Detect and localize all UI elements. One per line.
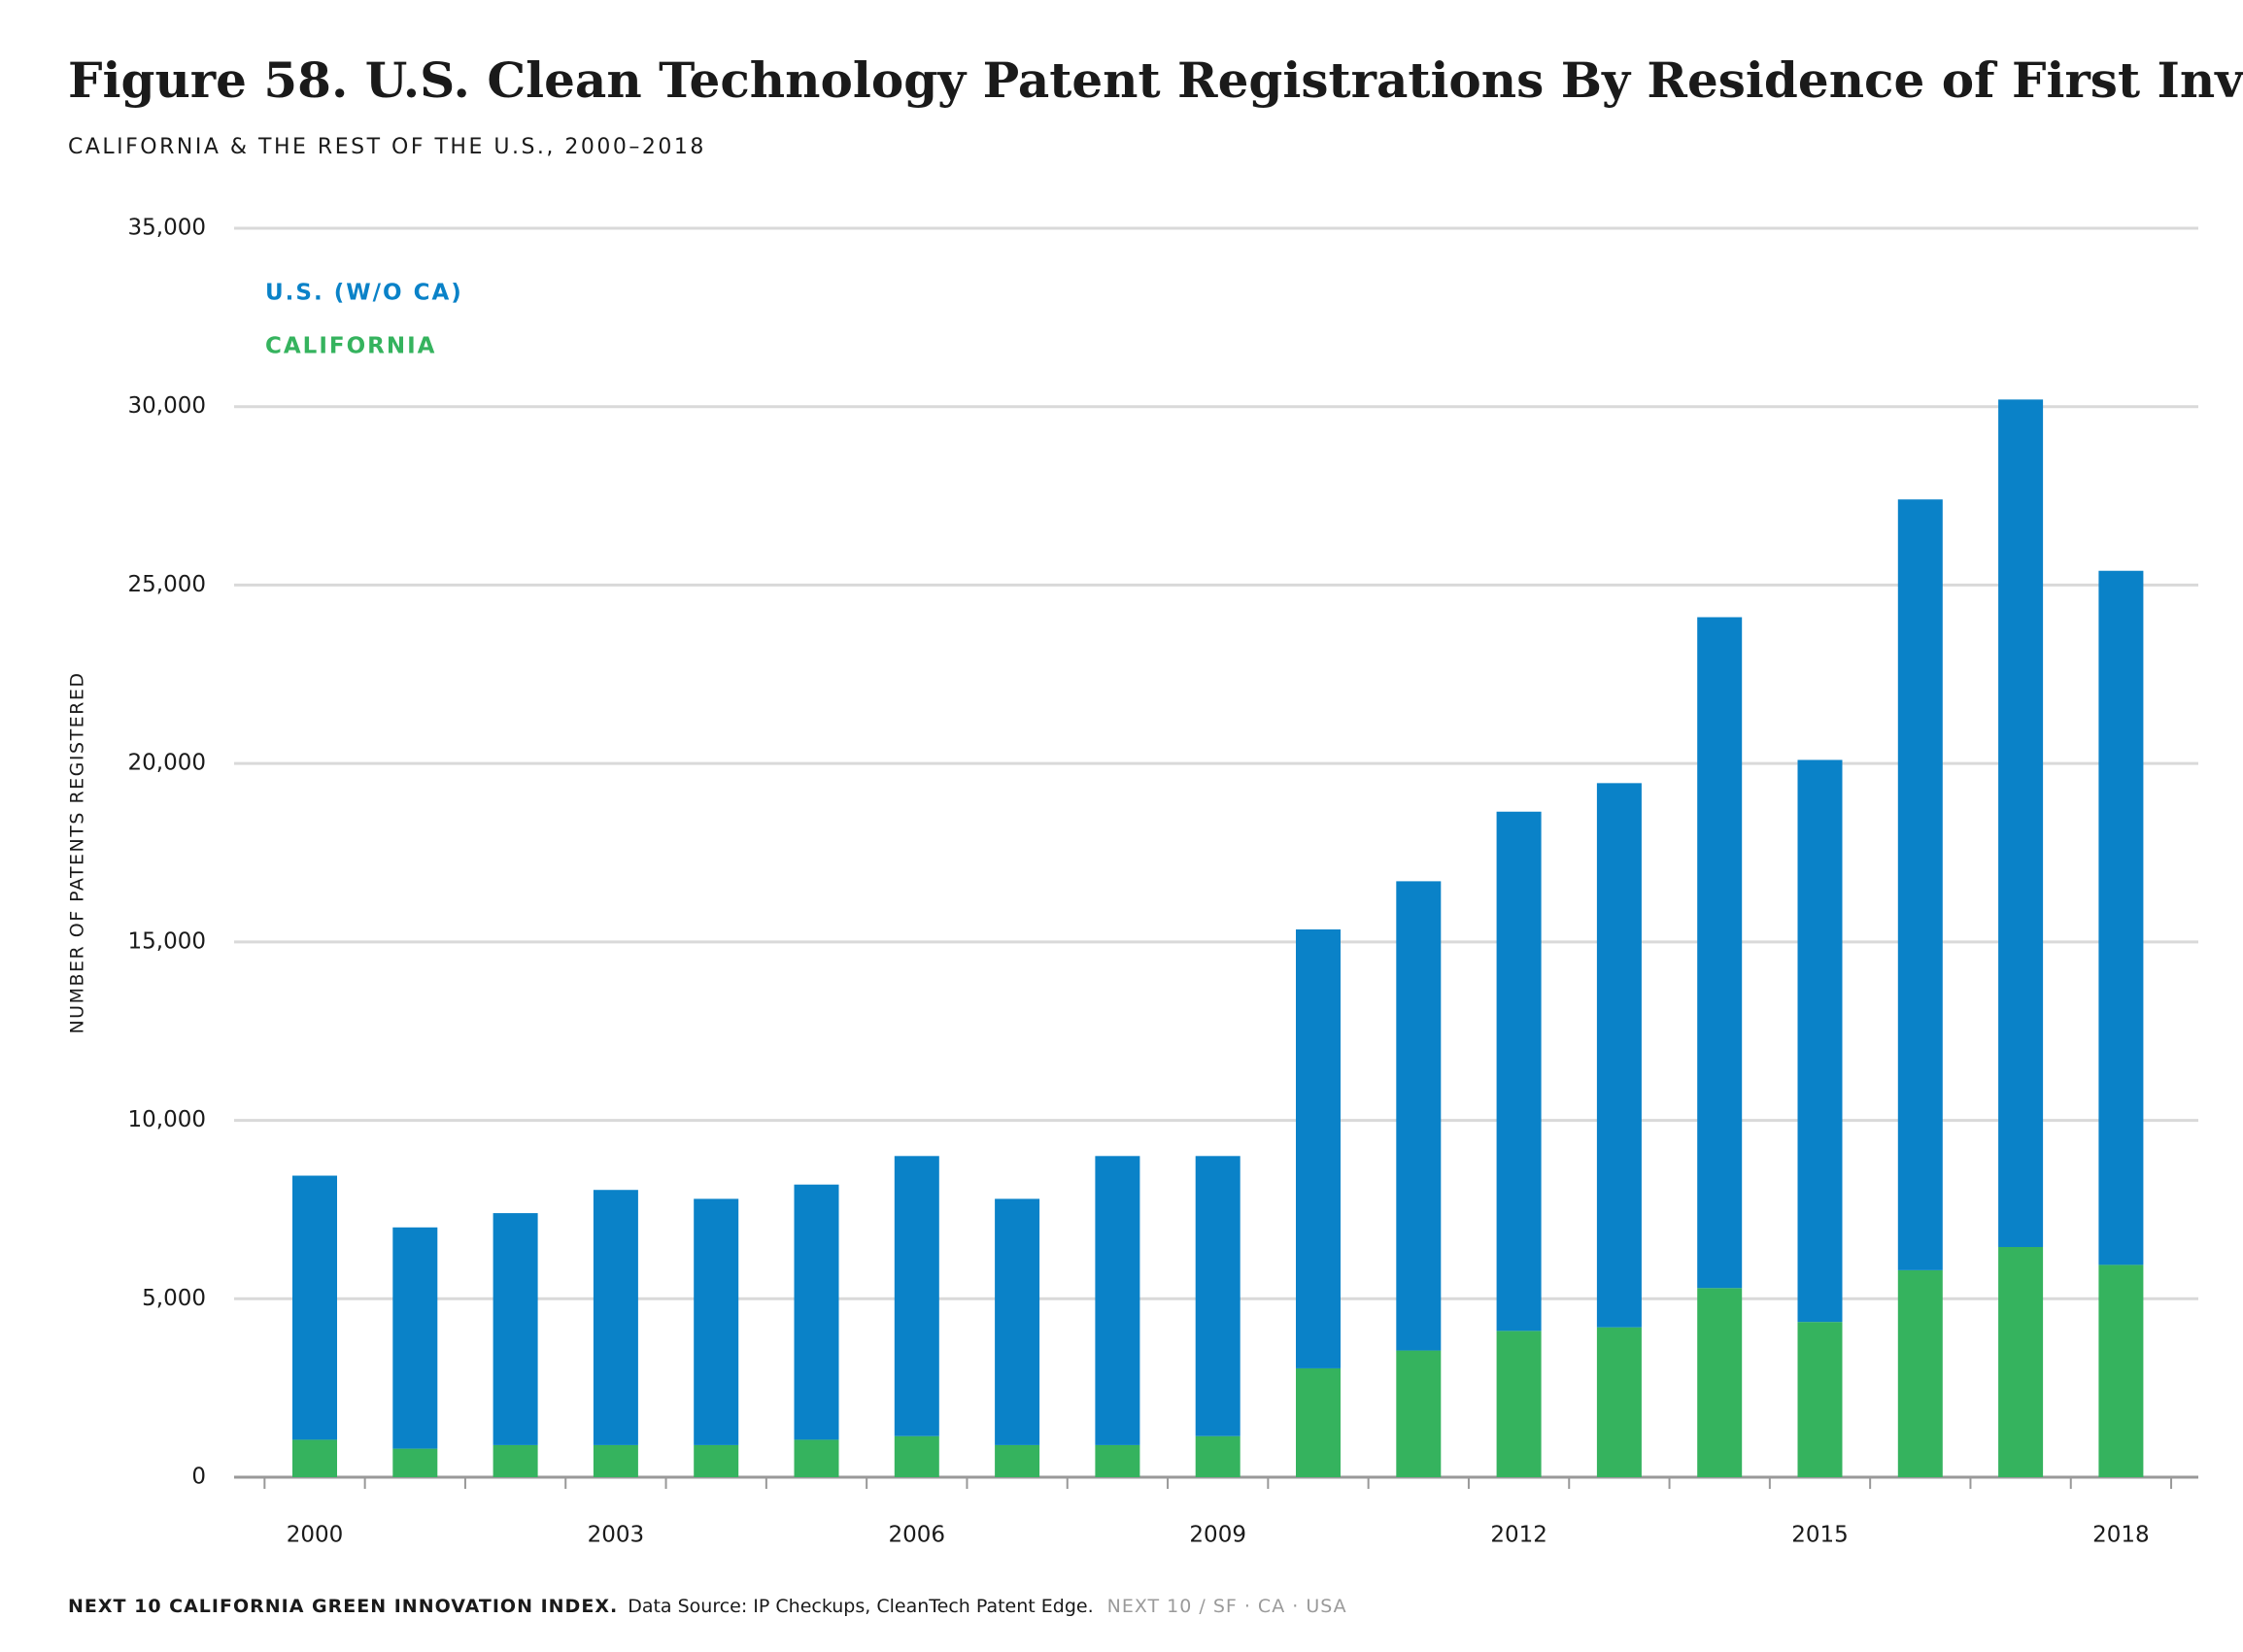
bar-segment: [694, 1198, 739, 1445]
bar-segment: [1296, 1367, 1341, 1477]
bar-segment: [1697, 1288, 1743, 1477]
bar-segment: [1596, 1327, 1642, 1477]
y-tick-label: 5,000: [142, 1286, 206, 1311]
footer-source: Data Source: IP Checkups, CleanTech Pate…: [628, 1596, 1093, 1617]
bar-segment: [1596, 783, 1642, 1328]
bar-segment: [1496, 1331, 1542, 1477]
x-tick-label: 2015: [1791, 1523, 1849, 1548]
bar-segment: [1998, 1247, 2044, 1477]
bar-segment: [1998, 399, 2044, 1248]
bar-segment: [1797, 1322, 1843, 1477]
x-tick-label: 2003: [588, 1523, 645, 1548]
y-tick-label: 20,000: [128, 751, 206, 776]
bar-segment: [1697, 617, 1743, 1289]
bar-segment: [1396, 881, 1442, 1351]
footer-credit: NEXT 10 / SF · CA · USA: [1107, 1596, 1347, 1617]
bar-segment: [694, 1444, 739, 1477]
bar-segment: [392, 1448, 438, 1477]
y-tick-label: 25,000: [128, 572, 206, 597]
footer-source-name: NEXT 10 CALIFORNIA GREEN INNOVATION INDE…: [68, 1596, 618, 1617]
bar-segment: [1396, 1350, 1442, 1477]
bar-segment: [2098, 1264, 2144, 1477]
bar-segment: [493, 1444, 538, 1477]
bar-segment: [995, 1444, 1040, 1477]
bar-segment: [1897, 499, 1943, 1270]
legend-label: CALIFORNIA: [265, 334, 436, 359]
bar-segment: [392, 1227, 438, 1449]
bar-segment: [1195, 1156, 1240, 1436]
bar-segment: [1095, 1156, 1140, 1445]
bar-segment: [995, 1198, 1040, 1445]
bar-segment: [292, 1175, 337, 1440]
bar-segment: [1897, 1269, 1943, 1477]
bar-segment: [493, 1213, 538, 1445]
x-tick-label: 2018: [2092, 1523, 2150, 1548]
y-axis-title: NUMBER OF PATENTS REGISTERED: [67, 671, 88, 1033]
bar-segment: [292, 1439, 337, 1477]
bar-segment: [593, 1444, 638, 1477]
x-tick-label: 2012: [1490, 1523, 1547, 1548]
y-tick-label: 30,000: [128, 393, 206, 419]
bar-segment: [1095, 1444, 1140, 1477]
bar-segment: [894, 1156, 939, 1436]
x-tick-label: 2009: [1189, 1523, 1246, 1548]
y-tick-label: 15,000: [128, 928, 206, 954]
y-tick-label: 10,000: [128, 1107, 206, 1132]
bar-segment: [1496, 811, 1542, 1332]
chart-title: Figure 58. U.S. Clean Technology Patent …: [68, 51, 2243, 109]
footer: NEXT 10 CALIFORNIA GREEN INNOVATION INDE…: [68, 1596, 1347, 1617]
legend-label: U.S. (W/O CA): [265, 281, 463, 306]
bar-segment: [1296, 928, 1341, 1368]
bar-segment: [2098, 570, 2144, 1265]
y-tick-label: 0: [191, 1465, 206, 1490]
bar-segment: [593, 1190, 638, 1445]
y-tick-label: 35,000: [128, 216, 206, 241]
bar-segment: [1797, 759, 1843, 1323]
chart-subtitle: CALIFORNIA & THE REST OF THE U.S., 2000–…: [68, 135, 706, 159]
x-tick-label: 2000: [287, 1523, 344, 1548]
bar-segment: [894, 1435, 939, 1477]
bar-segment: [1195, 1435, 1240, 1477]
x-tick-label: 2006: [889, 1523, 946, 1548]
bar-segment: [794, 1439, 839, 1477]
bar-segment: [794, 1184, 839, 1440]
